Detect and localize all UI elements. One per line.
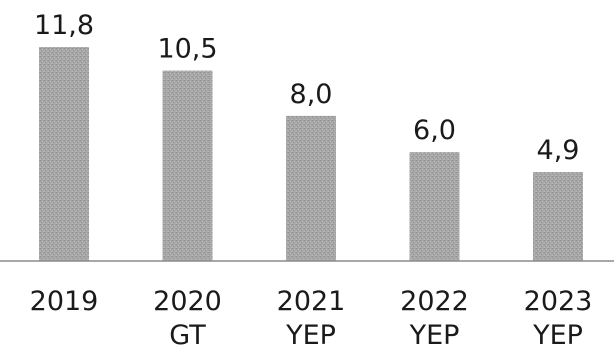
bar-0 <box>39 47 89 261</box>
bar-3 <box>409 152 460 261</box>
x-tick-label-4-line-0: 2023 <box>524 286 593 317</box>
x-tick-label-2-line-1: YEP <box>285 320 336 351</box>
data-label-4: 4,9 <box>537 135 580 166</box>
bar-1 <box>162 70 213 261</box>
x-tick-label-0-line-0: 2019 <box>30 286 99 317</box>
bar-4 <box>533 172 583 261</box>
bars-group <box>39 47 583 262</box>
x-tick-label-1-line-1: GT <box>169 320 206 351</box>
data-label-0: 11,8 <box>34 10 94 41</box>
x-tick-label-4-line-1: YEP <box>532 320 583 351</box>
x-tick-label-2-line-0: 2021 <box>277 286 346 317</box>
data-labels-group: 11,8 10,5 8,0 6,0 4,9 <box>34 10 580 166</box>
data-label-3: 6,0 <box>413 115 456 146</box>
x-tick-label-3-line-0: 2022 <box>400 286 469 317</box>
data-label-1: 10,5 <box>157 34 217 65</box>
x-tick-label-1-line-0: 2020 <box>153 286 222 317</box>
x-tick-label-3-line-1: YEP <box>409 320 460 351</box>
bar-2 <box>286 115 336 262</box>
data-label-2: 8,0 <box>290 79 333 110</box>
